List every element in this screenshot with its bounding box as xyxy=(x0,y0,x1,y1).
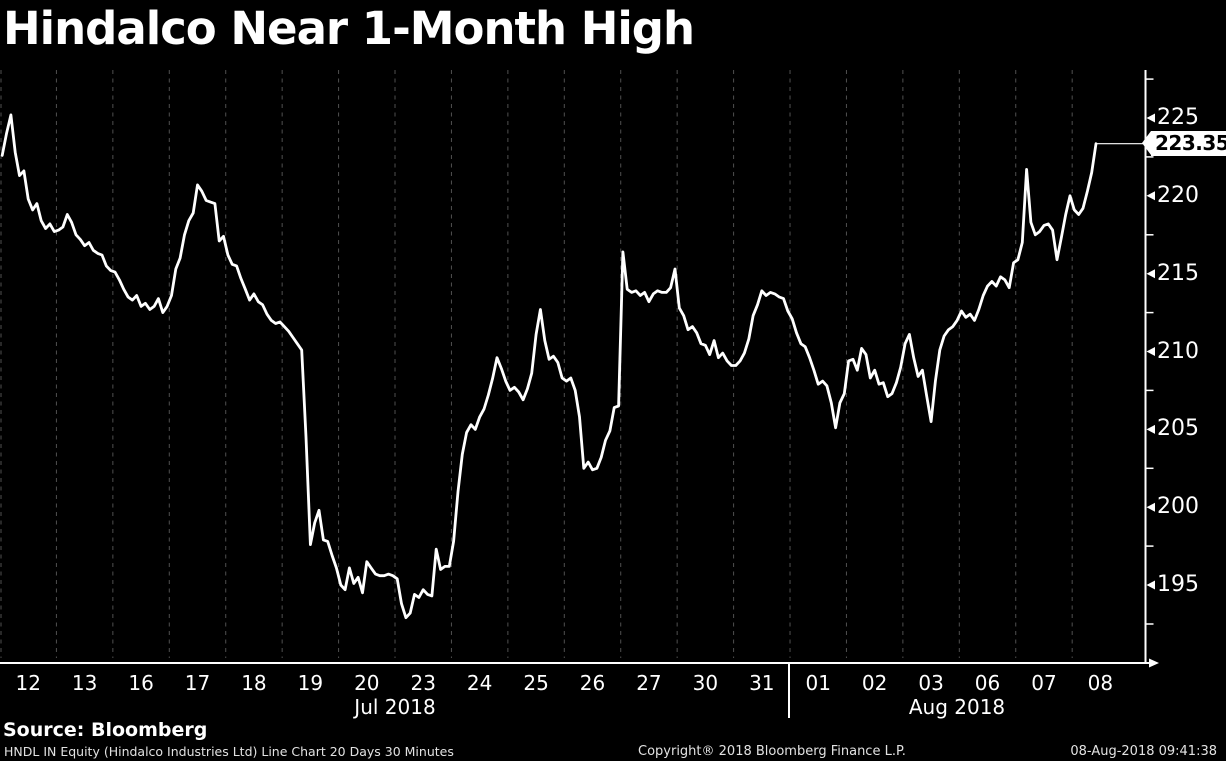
x-tick-label: 24 xyxy=(466,671,493,695)
y-tick-label: 215 xyxy=(1157,260,1199,286)
x-tick-label: 07 xyxy=(1031,671,1057,695)
x-tick-label: 27 xyxy=(636,671,662,695)
month-label-aug: Aug 2018 xyxy=(908,695,1006,719)
x-tick-label: 01 xyxy=(805,671,831,695)
x-tick-label: 20 xyxy=(354,671,380,695)
y-tick-arrow-icon xyxy=(1146,424,1155,434)
last-price-flag: 223.35 xyxy=(1142,131,1226,157)
x-tick-label: 03 xyxy=(918,671,944,695)
y-tick-arrow-icon xyxy=(1146,269,1155,279)
x-tick-label: 25 xyxy=(523,671,549,695)
x-tick-label: 23 xyxy=(410,671,436,695)
x-tick-label: 26 xyxy=(579,671,606,695)
y-tick-arrow-icon xyxy=(1146,502,1155,512)
y-tick-label: 205 xyxy=(1157,416,1199,442)
y-tick-label: 220 xyxy=(1157,182,1199,208)
month-separator-line xyxy=(788,664,790,718)
price-series xyxy=(0,113,1098,620)
x-tick-label: 19 xyxy=(297,671,324,695)
x-tick-label: 31 xyxy=(749,671,775,695)
x-tick-label: 06 xyxy=(974,671,1001,695)
copyright-text: Copyright® 2018 Bloomberg Finance L.P. xyxy=(638,744,906,759)
x-tick-label: 18 xyxy=(241,671,267,695)
x-tick-label: 30 xyxy=(692,671,719,695)
timestamp-text: 08-Aug-2018 09:41:38 xyxy=(1070,744,1217,759)
y-tick-label: 210 xyxy=(1157,338,1199,364)
last-price-value: 223.35 xyxy=(1155,131,1226,156)
y-tick-arrow-icon xyxy=(1146,191,1155,201)
y-tick-arrow-icon xyxy=(1146,347,1155,356)
y-tick-label: 195 xyxy=(1157,572,1199,598)
x-axis-arrow-icon xyxy=(1149,658,1159,668)
x-tick-label: 13 xyxy=(71,671,98,695)
flag-notch-icon xyxy=(1142,131,1151,156)
source-caption: Source: Bloomberg xyxy=(3,719,208,741)
chart-title: Hindalco Near 1-Month High xyxy=(3,2,695,55)
x-tick-label: 17 xyxy=(184,671,211,695)
y-tick-arrow-icon xyxy=(1146,580,1155,590)
x-tick-label: 02 xyxy=(861,671,888,695)
y-tick-arrow-icon xyxy=(1146,113,1155,123)
month-label-jul: Jul 2018 xyxy=(354,695,436,719)
y-tick-label: 200 xyxy=(1157,494,1199,520)
x-tick-label: 16 xyxy=(128,671,154,695)
x-tick-label: 08 xyxy=(1087,671,1114,695)
y-tick-label: 225 xyxy=(1157,105,1199,130)
security-description: HNDL IN Equity (Hindalco Industries Ltd)… xyxy=(4,744,454,759)
x-tick-label: 12 xyxy=(15,671,41,695)
price-line-chart xyxy=(0,70,1159,668)
